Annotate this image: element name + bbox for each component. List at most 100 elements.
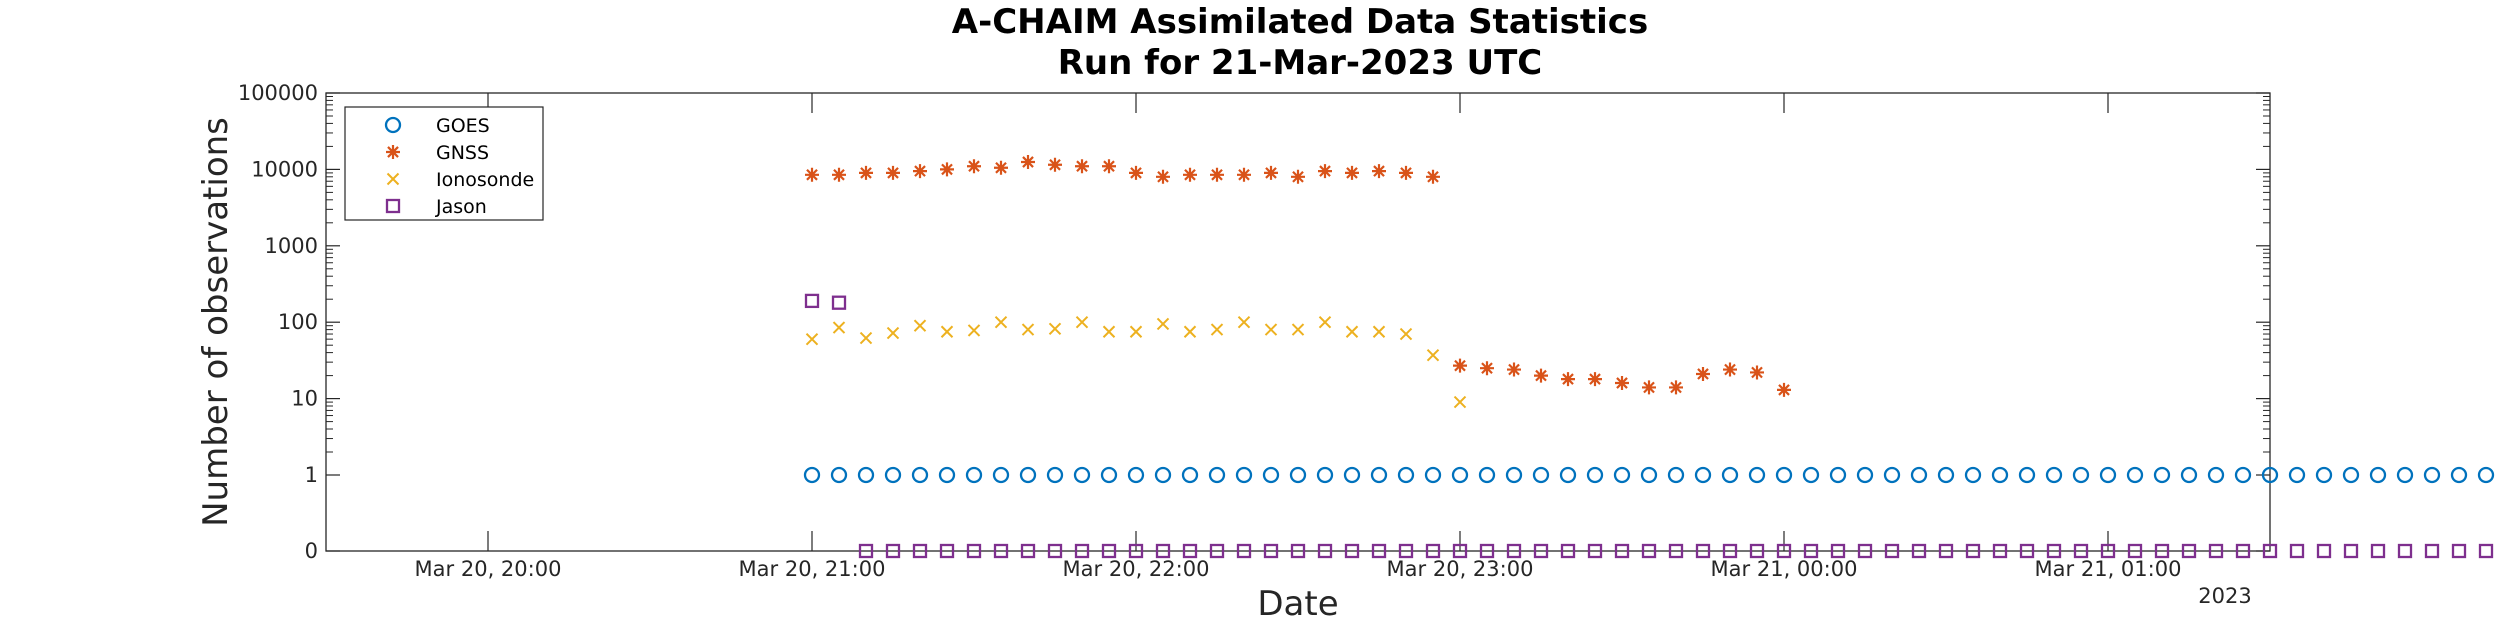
goes-point <box>2342 466 2360 484</box>
x-tick-label: Mar 20, 21:00 <box>739 557 886 581</box>
jason-point <box>2127 543 2143 559</box>
ionosonde-point <box>1129 325 1143 338</box>
jason-point <box>1155 543 1171 559</box>
goes-point <box>2207 466 2225 484</box>
goes-point <box>1019 466 1037 484</box>
jason-point <box>1317 543 1333 559</box>
legend-marker-gnss <box>386 145 400 159</box>
ionosonde-point <box>1345 325 1359 338</box>
gnss-point <box>994 160 1008 175</box>
goes-point <box>1613 466 1631 484</box>
goes-point <box>965 466 983 484</box>
jason-point <box>2046 543 2062 559</box>
jason-point <box>1290 543 1306 559</box>
ionosonde-point <box>1318 315 1332 329</box>
goes-point <box>992 466 1010 484</box>
goes-point <box>1991 466 2009 484</box>
series-jason <box>804 293 2494 559</box>
jason-point <box>804 293 820 309</box>
jason-point <box>1101 543 1117 559</box>
gnss-point <box>1777 382 1791 397</box>
jason-point <box>2154 543 2170 559</box>
ionosonde-point <box>994 315 1008 329</box>
ionosonde-point <box>1291 323 1305 336</box>
ionosonde-point <box>940 325 954 338</box>
gnss-point <box>1723 362 1737 377</box>
gnss-point <box>1345 165 1359 180</box>
goes-point <box>1262 466 1280 484</box>
goes-point <box>1127 466 1145 484</box>
gnss-point <box>1075 159 1089 174</box>
jason-point <box>1749 543 1765 559</box>
goes-point <box>1235 466 1253 484</box>
jason-point <box>1965 543 1981 559</box>
goes-point <box>2450 466 2468 484</box>
jason-point <box>1776 543 1792 559</box>
jason-point <box>1911 543 1927 559</box>
jason-point <box>2235 543 2251 559</box>
goes-point <box>938 466 956 484</box>
series-goes <box>803 466 2495 484</box>
gnss-point <box>805 167 819 182</box>
goes-point <box>1829 466 1847 484</box>
gnss-point <box>1210 167 1224 182</box>
ionosonde-point <box>805 332 819 346</box>
goes-point <box>830 466 848 484</box>
ionosonde-point <box>1048 322 1062 335</box>
jason-point <box>1560 543 1576 559</box>
legend: GOES GNSS Ionosonde Jason <box>344 106 544 221</box>
jason-point <box>2316 543 2332 559</box>
legend-marker-goes <box>384 116 402 134</box>
y-tick-label: 0 <box>305 539 318 563</box>
goes-point <box>1721 466 1739 484</box>
goes-point <box>2477 466 2495 484</box>
jason-point <box>2289 543 2305 559</box>
goes-point <box>2261 466 2279 484</box>
goes-point <box>803 466 821 484</box>
goes-point <box>1073 466 1091 484</box>
jason-point <box>1182 543 1198 559</box>
jason-point <box>1371 543 1387 559</box>
gnss-point <box>1615 376 1629 391</box>
goes-point <box>1100 466 1118 484</box>
gnss-point <box>1318 164 1332 179</box>
goes-point <box>1289 466 1307 484</box>
jason-point <box>2073 543 2089 559</box>
jason-point <box>1263 543 1279 559</box>
gnss-point <box>1588 372 1602 387</box>
goes-point <box>2369 466 2387 484</box>
legend-label-goes: GOES <box>436 115 490 137</box>
ionosonde-point <box>913 319 927 332</box>
ionosonde-point <box>859 331 873 345</box>
jason-point <box>1047 543 1063 559</box>
goes-point <box>1343 466 1361 484</box>
goes-point <box>1559 466 1577 484</box>
gnss-point <box>859 165 873 180</box>
legend-marker-ionosonde <box>386 172 400 186</box>
jason-point <box>912 543 928 559</box>
y-tick-label: 10000 <box>251 157 318 181</box>
jason-point <box>993 543 1009 559</box>
x-tick-label: Mar 21, 00:00 <box>1711 557 1858 581</box>
gnss-point <box>1021 154 1035 169</box>
y-tick-label: 1 <box>305 463 318 487</box>
goes-point <box>884 466 902 484</box>
jason-point <box>1884 543 1900 559</box>
jason-point <box>1020 543 1036 559</box>
jason-point <box>2370 543 2386 559</box>
gnss-point <box>1048 157 1062 172</box>
gnss-point <box>940 162 954 177</box>
y-axis-label: Number of observations <box>196 117 236 527</box>
goes-point <box>2018 466 2036 484</box>
x-tick-label: Mar 20, 23:00 <box>1387 557 1534 581</box>
jason-point <box>831 295 847 310</box>
jason-point <box>858 543 874 559</box>
goes-point <box>1964 466 1982 484</box>
goes-point <box>2234 466 2252 484</box>
ionosonde-point <box>1453 395 1467 409</box>
gnss-point <box>1696 366 1710 381</box>
ionosonde-point <box>1183 325 1197 338</box>
gnss-point <box>913 164 927 179</box>
goes-point <box>2315 466 2333 484</box>
jason-point <box>1992 543 2008 559</box>
